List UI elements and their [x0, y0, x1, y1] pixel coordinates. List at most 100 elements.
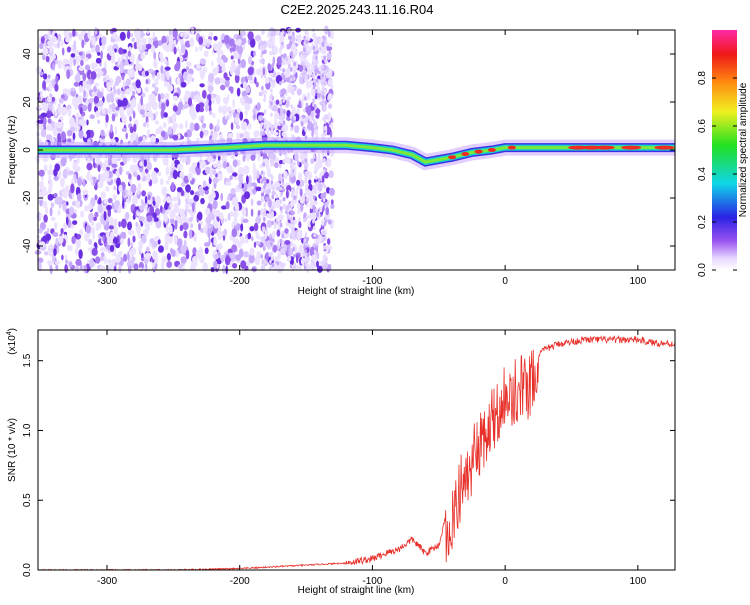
spectrogram-cell — [154, 235, 160, 241]
spectrogram-cell — [200, 160, 206, 169]
spectrogram-cell — [97, 204, 104, 214]
spectrogram-cell — [250, 208, 254, 217]
spectrogram-cell — [243, 165, 250, 175]
spectrogram-cell — [107, 197, 113, 204]
spectrogram-cell — [128, 229, 135, 236]
spectrogram-cell — [323, 184, 327, 189]
spectrogram-cell — [111, 54, 116, 64]
spectrogram-cell — [328, 187, 335, 196]
spectrogram-cell — [270, 180, 274, 185]
spectrogram-cell — [58, 97, 64, 104]
spectrogram-cell — [114, 126, 118, 136]
spectrogram-cell — [276, 229, 281, 237]
spectrogram-cell — [162, 156, 169, 166]
spectrogram-cell — [57, 209, 61, 216]
spectrogram-cell — [324, 69, 327, 75]
spectrogram-cell — [271, 262, 275, 268]
spectrogram-cell — [90, 226, 96, 235]
spectrogram-cell — [238, 173, 243, 183]
spectrogram-cell — [160, 205, 163, 213]
spectrogram-cell — [47, 96, 52, 103]
spectrogram-cell — [175, 250, 179, 258]
spectrogram-cell — [279, 199, 283, 204]
spectrogram-cell — [293, 161, 296, 166]
spectrogram-cell — [39, 212, 43, 219]
spectrogram-cell — [160, 102, 166, 112]
spectrogram-cell — [102, 234, 105, 242]
spectrogram-cell — [93, 176, 96, 187]
spectrogram-cell — [271, 45, 275, 50]
spectrogram-cell — [159, 178, 164, 186]
spectrogram-cell — [186, 61, 192, 68]
spectrogram-cell — [124, 61, 129, 66]
spectrogram-cell — [263, 74, 267, 79]
spectrogram-cell — [66, 46, 71, 53]
spectrogram-cell — [220, 84, 226, 91]
spectrogram-cell — [271, 211, 274, 216]
spectrogram-cell — [147, 194, 151, 201]
spectrogram-cell — [42, 73, 48, 80]
spectrogram-cell — [172, 105, 178, 112]
spectrogram-cell — [95, 110, 100, 118]
spectrogram-cell — [195, 166, 199, 173]
spectrogram-cell — [137, 185, 140, 196]
spectrogram-cell — [249, 38, 256, 48]
spectrogram-cell — [261, 58, 265, 65]
spectrogram-cell — [60, 131, 66, 141]
spectrogram-cell — [235, 254, 242, 261]
spectrogram-cell — [285, 157, 291, 164]
spectrogram-cell — [269, 265, 272, 271]
spectrogram-cell — [226, 94, 230, 103]
spectrogram-cell — [255, 186, 262, 192]
spectrogram-cell — [315, 55, 318, 60]
spectrogram-cell — [65, 30, 69, 39]
spectrogram-cell — [129, 178, 133, 185]
spectrogram-cell — [293, 86, 296, 91]
spectrogram-cell — [167, 205, 171, 210]
spectrogram-cell — [176, 238, 183, 247]
spectrogram-cell — [81, 118, 86, 127]
spectrogram-cell — [296, 179, 301, 186]
spectrogram-cell — [274, 162, 279, 169]
spectrogram-cell — [47, 193, 54, 201]
spectrogram-cell — [181, 43, 186, 54]
spectrogram-ridge-hotspots — [448, 145, 675, 160]
spectrogram-cell — [118, 184, 123, 193]
spectrogram-cell — [140, 53, 145, 60]
spectrogram-cell — [286, 255, 292, 262]
spectrogram-cell — [179, 224, 184, 232]
spectrogram-cell — [271, 220, 274, 225]
spectrogram-cell — [291, 188, 294, 194]
spectrogram-cell — [112, 237, 119, 244]
spectrogram-cell — [304, 127, 307, 132]
spectrogram-cell — [324, 131, 327, 137]
spectrogram-y-tick-label: 40 — [22, 48, 33, 60]
spectrogram-cell — [244, 110, 248, 116]
spectrogram-cell — [281, 57, 285, 62]
spectrogram-cell — [316, 85, 320, 93]
spectrogram-cell — [91, 36, 95, 46]
spectrogram-cell — [139, 161, 144, 167]
spectrogram-cell — [83, 89, 86, 98]
spectrogram-cell — [154, 120, 160, 125]
spectrogram-cell — [221, 205, 227, 210]
spectrogram-cell — [257, 151, 261, 162]
spectrogram-cell — [259, 163, 264, 168]
spectrogram-cell — [251, 267, 256, 272]
spectrogram-cell — [132, 197, 138, 205]
spectrogram-cell — [305, 173, 309, 178]
spectrogram-cell — [76, 95, 84, 104]
spectrogram-cell — [150, 45, 156, 54]
spectrogram-cell — [94, 194, 98, 201]
spectrogram-cell — [100, 252, 105, 257]
spectrogram-cell — [98, 197, 102, 205]
spectrogram-cell — [136, 174, 141, 181]
spectrogram-cell — [255, 81, 259, 88]
spectrogram-cell — [328, 42, 333, 47]
spectrogram-cell — [270, 101, 273, 106]
spectrogram-cell — [278, 159, 284, 165]
spectrogram-cell — [173, 46, 177, 55]
spectrogram-cell — [114, 80, 120, 86]
spectrogram-cell — [305, 102, 309, 108]
spectrogram-cell — [303, 108, 306, 113]
